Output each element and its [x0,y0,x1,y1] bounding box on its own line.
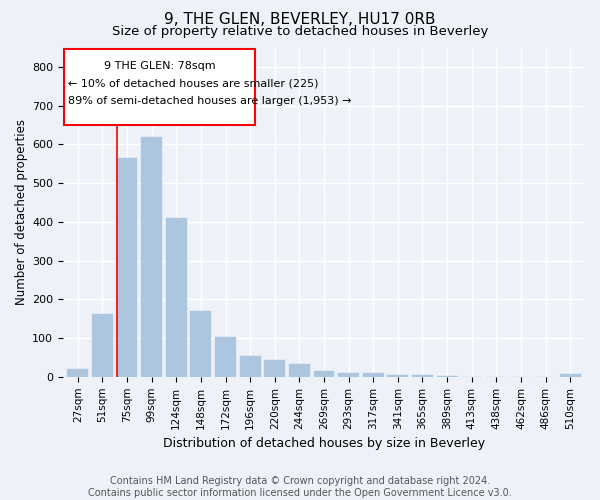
Bar [190,311,211,377]
Bar [239,356,260,377]
Bar [560,374,581,377]
Text: ← 10% of detached houses are smaller (225): ← 10% of detached houses are smaller (22… [68,78,319,88]
Bar [141,136,162,377]
Bar [437,376,458,377]
Bar [388,375,409,377]
Bar [363,374,384,377]
Bar [412,375,433,377]
X-axis label: Distribution of detached houses by size in Beverley: Distribution of detached houses by size … [163,437,485,450]
Bar [264,360,285,377]
Bar [289,364,310,377]
Bar [215,337,236,377]
Bar [166,218,187,377]
Bar [116,158,137,377]
Y-axis label: Number of detached properties: Number of detached properties [15,119,28,305]
Text: 9 THE GLEN: 78sqm: 9 THE GLEN: 78sqm [104,61,215,71]
Bar [92,314,113,377]
Text: 89% of semi-detached houses are larger (1,953) →: 89% of semi-detached houses are larger (… [68,96,352,106]
Text: Contains HM Land Registry data © Crown copyright and database right 2024.
Contai: Contains HM Land Registry data © Crown c… [88,476,512,498]
Bar [314,371,334,377]
Bar [64,50,255,125]
Text: 9, THE GLEN, BEVERLEY, HU17 0RB: 9, THE GLEN, BEVERLEY, HU17 0RB [164,12,436,28]
Bar [67,369,88,377]
Text: Size of property relative to detached houses in Beverley: Size of property relative to detached ho… [112,25,488,38]
Bar [338,372,359,377]
